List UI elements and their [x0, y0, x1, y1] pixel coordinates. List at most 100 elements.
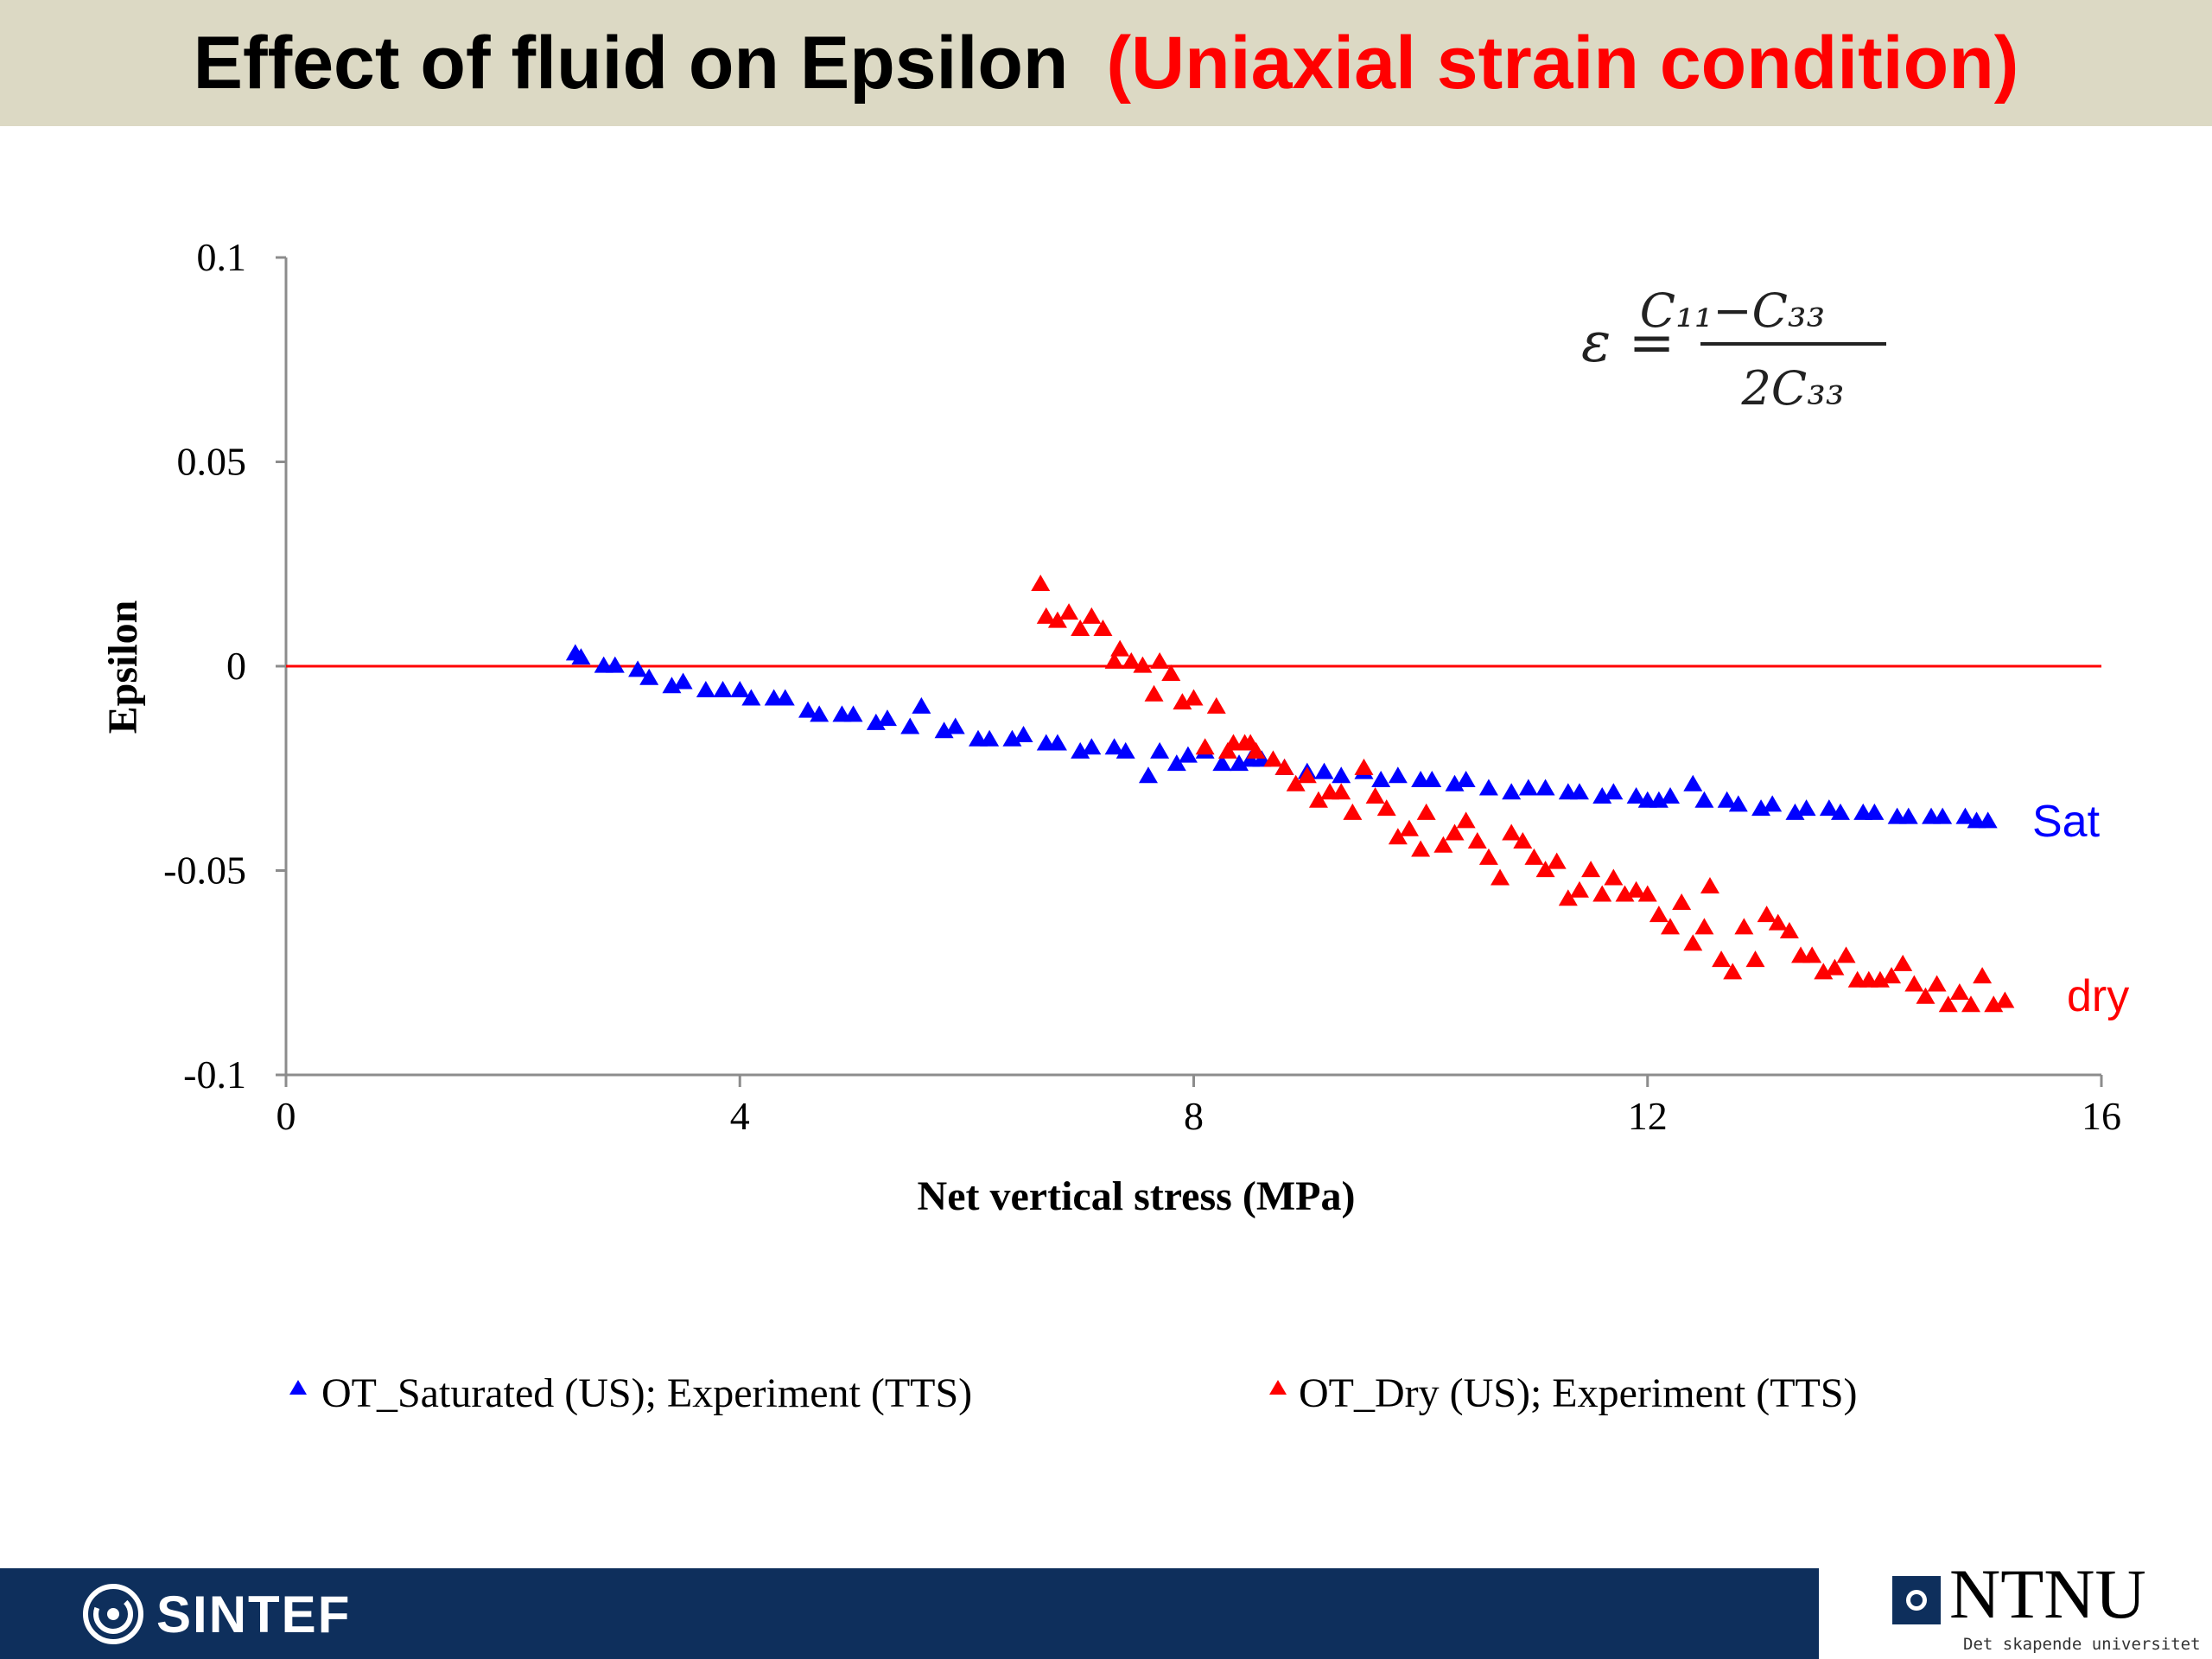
data-point-dry [1779, 922, 1799, 939]
data-point-dry [1491, 868, 1510, 886]
epsilon-scatter-chart: 0.1 0.05 0 -0.05 -0.1 0 4 8 12 16 Epsilon Net ver… [100, 235, 2129, 1416]
data-point-dry [1161, 664, 1181, 682]
x-tick-label: 8 [1184, 1094, 1204, 1138]
series-label-dry: dry [2067, 971, 2129, 1021]
data-point-saturated [843, 705, 863, 722]
data-point-saturated [1535, 779, 1555, 796]
x-tick-label: 12 [1628, 1094, 1668, 1138]
data-point-dry [1399, 819, 1419, 836]
sintef-logo-text: SINTEF [156, 1585, 352, 1643]
data-point-saturated [1116, 741, 1135, 759]
data-point-saturated [741, 689, 761, 706]
x-tick-label: 16 [2082, 1094, 2121, 1138]
data-point-saturated [1830, 803, 1850, 820]
data-point-saturated [1661, 786, 1681, 804]
data-point-dry [1467, 831, 1487, 849]
data-point-dry [1082, 607, 1102, 624]
data-point-dry [1661, 918, 1681, 935]
ntnu-logo: NTNU Det skapende universitet [1892, 1559, 2201, 1655]
data-point-dry [1604, 868, 1624, 886]
data-point-dry [1524, 848, 1544, 865]
y-tick-label: -0.1 [183, 1052, 246, 1096]
data-point-saturated [673, 672, 693, 690]
data-point-dry [1683, 934, 1703, 951]
chart-points [565, 575, 2015, 1013]
x-axis-label: Net vertical stress (MPa) [918, 1173, 1356, 1219]
data-point-dry [1093, 620, 1113, 637]
ntnu-mark-icon [1892, 1576, 1941, 1624]
data-point-saturated [1371, 771, 1391, 788]
data-point-dry [1308, 791, 1328, 808]
data-point-saturated [1978, 811, 1998, 829]
data-point-saturated [1717, 791, 1737, 808]
data-point-saturated [1138, 766, 1158, 784]
data-point-saturated [945, 717, 965, 734]
data-point-dry [1297, 766, 1317, 784]
data-point-dry [1637, 885, 1657, 902]
data-point-saturated [571, 648, 591, 665]
data-point-dry [1734, 918, 1754, 935]
chart-axes: 0.1 0.05 0 -0.05 -0.1 0 4 8 12 16 [163, 235, 2121, 1138]
data-point-saturated [1626, 786, 1646, 804]
ntnu-tagline: Det skapende universitet [1963, 1635, 2201, 1654]
data-point-saturated [730, 680, 750, 697]
data-point-dry [1904, 975, 1924, 992]
data-point-saturated [1178, 746, 1198, 763]
legend-entry-dry: OT_Dry (US); Experiment (TTS) [1299, 1370, 1858, 1416]
y-tick-label: 0.05 [177, 440, 247, 484]
data-point-dry [1031, 575, 1051, 591]
chart-labels: Epsilon Net vertical stress (MPa) Sat dr… [100, 283, 2129, 1219]
series-label-sat: Sat [2032, 797, 2101, 847]
data-point-dry [1502, 823, 1522, 841]
data-point-dry [1723, 963, 1743, 980]
data-point-dry [1768, 913, 1788, 931]
data-point-dry [1365, 786, 1385, 804]
sintef-swirl-icon [83, 1584, 143, 1644]
data-point-dry [1893, 954, 1913, 971]
legend-entry-saturated: OT_Saturated (US); Experiment (TTS) [321, 1370, 972, 1416]
data-point-dry [1626, 880, 1646, 898]
data-point-saturated [1604, 783, 1624, 800]
footer-bar [0, 1568, 1819, 1659]
sintef-logo: SINTEF [82, 1583, 351, 1645]
data-point-dry [1059, 603, 1079, 620]
data-point-dry [1836, 946, 1856, 963]
data-point-dry [1825, 958, 1845, 976]
chart-legend: OT_Saturated (US); Experiment (TTS) OT_D… [289, 1370, 1858, 1416]
data-point-dry [1802, 946, 1822, 963]
data-point-dry [1433, 836, 1453, 853]
data-point-dry [1882, 967, 1902, 984]
data-point-dry [1036, 607, 1056, 624]
data-point-saturated [1104, 738, 1124, 755]
data-point-dry [1513, 831, 1533, 849]
data-point-dry [1388, 828, 1408, 845]
slide-title: Effect of fluid on Epsilon (Uniaxial str… [0, 0, 2212, 126]
data-point-dry [1144, 684, 1164, 702]
data-point-dry [1757, 906, 1777, 923]
data-point-saturated [1518, 779, 1538, 796]
data-point-dry [1411, 840, 1431, 857]
data-point-dry [1150, 652, 1170, 669]
data-point-dry [1133, 656, 1153, 673]
data-point-saturated [1456, 771, 1476, 788]
data-point-saturated [1819, 799, 1839, 817]
x-tick-label: 4 [730, 1094, 750, 1138]
formula-lhs: ε = [1581, 311, 1675, 375]
data-point-dry [1343, 803, 1363, 820]
x-tick-label: 0 [276, 1094, 296, 1138]
data-point-saturated [1014, 726, 1033, 743]
data-point-saturated [775, 689, 795, 706]
data-point-dry [1263, 750, 1283, 767]
data-point-saturated [1865, 803, 1885, 820]
data-point-saturated [1212, 754, 1232, 772]
data-point-dry [1047, 611, 1067, 628]
data-point-saturated [877, 709, 897, 727]
data-point-saturated [1763, 795, 1783, 812]
data-point-saturated [1478, 779, 1498, 796]
data-point-dry [1535, 861, 1555, 878]
y-tick-label: 0.1 [197, 235, 247, 279]
data-point-dry [1927, 975, 1947, 992]
y-tick-label: -0.05 [163, 849, 246, 893]
data-point-saturated [1388, 766, 1408, 784]
data-point-dry [1274, 758, 1294, 775]
